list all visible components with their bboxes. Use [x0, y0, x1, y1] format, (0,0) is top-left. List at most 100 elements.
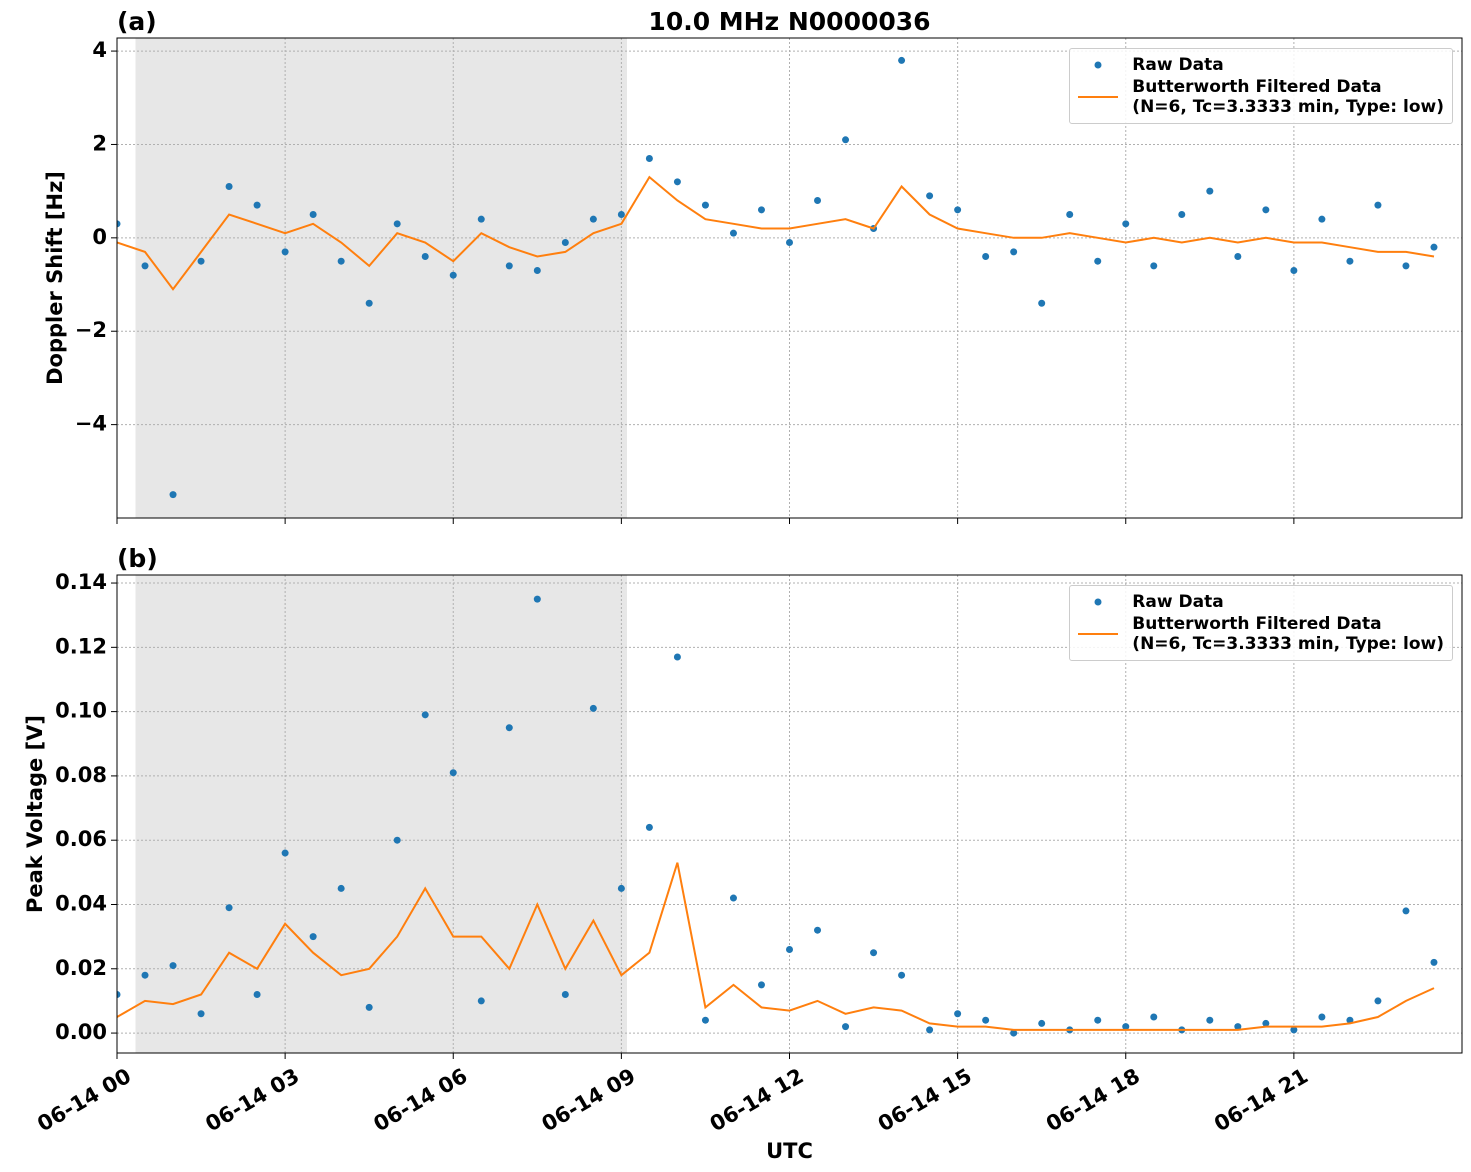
x-tick-label: 06-14 15 [874, 1064, 976, 1137]
y-axis-label: Doppler Shift [Hz] [43, 171, 67, 385]
raw-point [898, 56, 906, 64]
raw-point [729, 229, 737, 237]
raw-point [1122, 220, 1130, 228]
raw-point [1290, 1026, 1298, 1034]
filtered-line [117, 862, 1435, 1031]
raw-point [1262, 206, 1270, 214]
raw-point [954, 1010, 962, 1018]
legend-swatch [1078, 633, 1119, 635]
raw-point [926, 192, 934, 200]
raw-point [365, 1003, 373, 1011]
legend-label: Raw Data [1132, 55, 1224, 75]
night-shade [135, 38, 627, 518]
raw-point [701, 201, 709, 209]
legend-marker [1094, 598, 1102, 606]
y-tick-label: 0.04 [55, 891, 107, 915]
legend-marker [1094, 61, 1102, 69]
raw-point [954, 206, 962, 214]
raw-point [477, 215, 485, 223]
legend-label: Butterworth Filtered Data (N=6, Tc=3.333… [1132, 614, 1444, 654]
y-tick-label: 0 [92, 225, 107, 249]
panel-label: (a) [117, 7, 157, 36]
y-tick-label: −4 [75, 412, 107, 436]
raw-point [1346, 257, 1354, 265]
raw-point [1150, 1013, 1158, 1021]
x-tick-label: 06-14 06 [370, 1064, 472, 1137]
raw-point [1010, 248, 1018, 256]
raw-point [589, 704, 597, 712]
y-tick-label: 2 [92, 131, 107, 155]
x-tick-label: 06-14 00 [33, 1064, 135, 1137]
raw-point [141, 262, 149, 270]
raw-point [1346, 1016, 1354, 1024]
legend-swatch [1078, 96, 1119, 98]
y-tick-label: 0.14 [55, 570, 107, 594]
legend-entry: Butterworth Filtered Data (N=6, Tc=3.333… [1078, 614, 1444, 654]
raw-point [1402, 907, 1410, 915]
raw-point [1374, 201, 1382, 209]
y-tick-label: 0.00 [55, 1020, 107, 1044]
axes-frame [116, 574, 1463, 1054]
legend-entry: Raw Data [1078, 592, 1444, 612]
raw-point [645, 823, 653, 831]
legend: Raw Data Butterworth Filtered Data (N=6, … [1069, 48, 1453, 124]
raw-point [1206, 1016, 1214, 1024]
raw-point [982, 1016, 990, 1024]
raw-point [253, 201, 261, 209]
raw-point [1374, 997, 1382, 1005]
raw-point [1094, 1016, 1102, 1024]
legend-key [1078, 87, 1119, 107]
raw-point [1122, 1023, 1130, 1031]
raw-point [786, 239, 793, 247]
raw-point [673, 178, 681, 186]
y-tick-label: 4 [92, 38, 107, 62]
plot-area [117, 56, 1438, 499]
legend-swatch [1094, 598, 1102, 606]
raw-point [197, 1010, 205, 1018]
raw-point [117, 990, 121, 998]
night-shade [135, 575, 627, 1053]
raw-point [169, 491, 177, 499]
legend-swatch [1094, 61, 1102, 69]
legend-entry: Butterworth Filtered Data (N=6, Tc=3.333… [1078, 77, 1444, 117]
raw-point [814, 196, 822, 204]
raw-point [477, 997, 485, 1005]
x-tick-label: 06-14 09 [538, 1064, 640, 1137]
raw-point [337, 257, 345, 265]
raw-point [505, 262, 513, 270]
raw-point [757, 981, 765, 989]
raw-point [842, 136, 850, 144]
x-axis-label: UTC [766, 1139, 813, 1163]
x-tick-label: 06-14 03 [201, 1064, 303, 1137]
raw-point [253, 990, 261, 998]
raw-point [393, 220, 401, 228]
raw-point [533, 595, 541, 603]
raw-point [449, 769, 457, 777]
raw-point [1402, 262, 1410, 270]
legend-key [1078, 55, 1118, 75]
raw-point [1430, 958, 1438, 966]
raw-point [561, 990, 569, 998]
plot-area [117, 595, 1438, 1037]
y-tick-label: 0.06 [55, 827, 107, 851]
raw-point [1066, 210, 1074, 218]
legend-label: Raw Data [1132, 592, 1224, 612]
raw-point [1150, 262, 1158, 270]
raw-point [309, 933, 317, 941]
legend: Raw Data Butterworth Filtered Data (N=6, … [1069, 585, 1453, 661]
raw-point [645, 154, 653, 162]
raw-point [1290, 267, 1298, 275]
raw-point [1038, 1019, 1046, 1027]
raw-point [617, 210, 625, 218]
axes-frame [116, 37, 1463, 519]
raw-point [786, 945, 793, 953]
legend-key [1078, 592, 1118, 612]
x-tick-label: 06-14 21 [1210, 1064, 1312, 1137]
raw-point [169, 962, 177, 970]
y-tick-label: 0.02 [55, 956, 107, 980]
raw-point [225, 904, 233, 912]
raw-point [729, 894, 737, 902]
legend-label: Butterworth Filtered Data (N=6, Tc=3.333… [1132, 77, 1444, 117]
